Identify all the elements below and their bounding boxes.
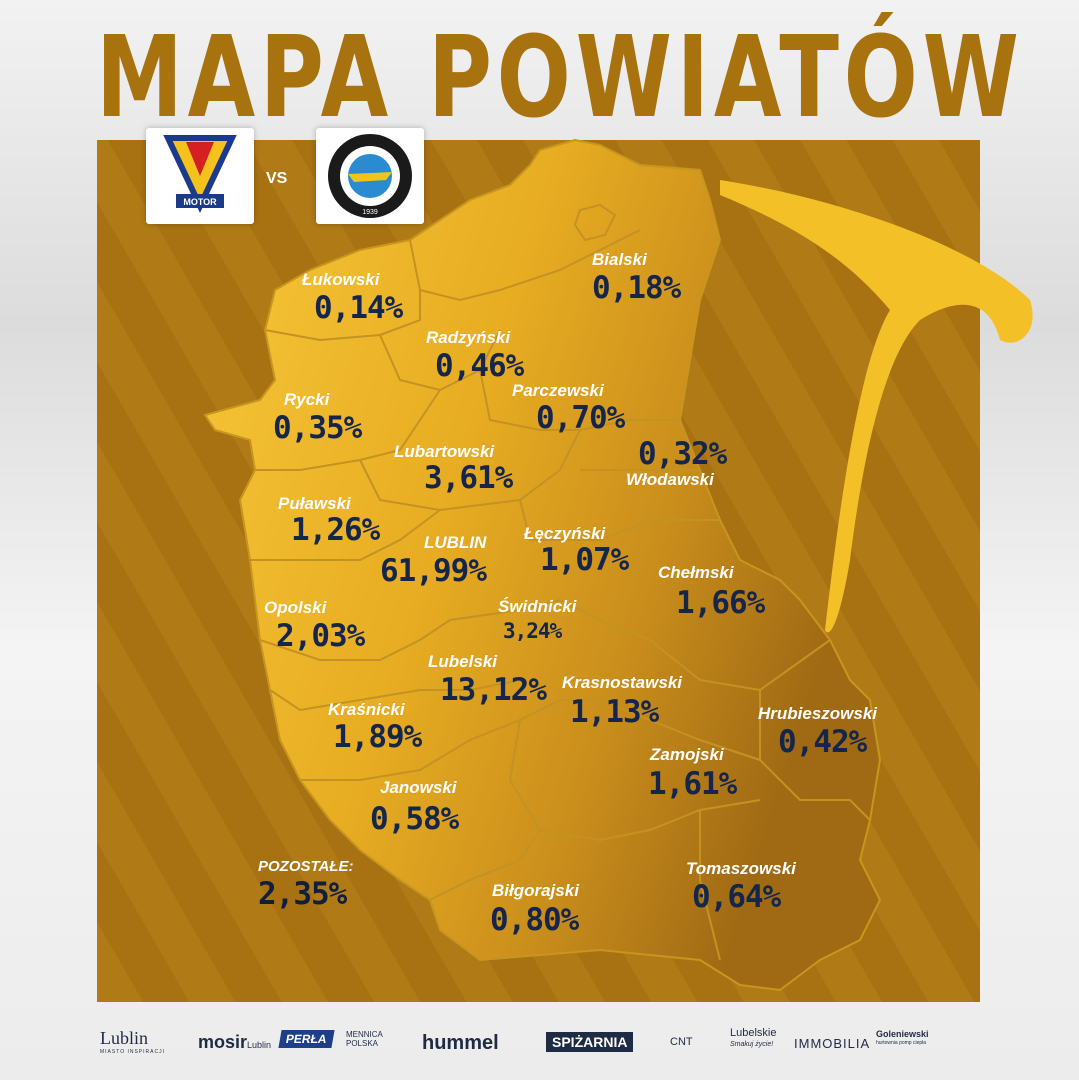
region-label-tomaszowski: Tomaszowski — [686, 859, 796, 878]
sponsor-mennica: MENNICA POLSKA — [346, 1030, 383, 1048]
region-value-janowski: 0,58% — [370, 801, 459, 837]
region-label-zamojski: Zamojski — [650, 745, 724, 764]
region-value-lubartowski: 3,61% — [424, 460, 513, 496]
swoosh-decoration — [720, 180, 1033, 633]
region-value-swidnicki: 3,24% — [503, 619, 562, 643]
region-value-krasnicki: 1,89% — [333, 719, 422, 755]
region-label-janowski: Janowski — [380, 778, 457, 797]
region-label-wlodawski: Włodawski — [626, 470, 714, 489]
region-value-opolski: 2,03% — [276, 618, 365, 654]
region-value-pozostale: 2,35% — [258, 876, 347, 912]
sponsor-immobilia: IMMOBILIA — [794, 1036, 871, 1051]
region-label-bialski: Bialski — [592, 250, 647, 269]
sponsor-spizarnia: SPIŻARNIA — [546, 1032, 634, 1052]
sponsor-hummel: hummel — [422, 1032, 499, 1054]
sponsor-mosir: mosirLublin — [198, 1032, 272, 1052]
region-value-lublin: 61,99% — [380, 553, 487, 589]
away-team-logo: 1939 — [316, 128, 424, 224]
region-label-parczewski: Parczewski — [512, 381, 604, 400]
sponsor-cnt: CNT — [670, 1036, 693, 1048]
sponsor-goleniewski: Goleniewski hurtownia pomp ciepła — [876, 1029, 929, 1047]
home-team-logo: MOTOR — [146, 128, 254, 224]
region-label-chelmski: Chełmski — [658, 563, 734, 582]
region-value-radzynski: 0,46% — [435, 348, 524, 384]
region-label-pulawski: Puławski — [278, 494, 351, 513]
region-value-rycki: 0,35% — [273, 410, 362, 446]
region-label-krasnostawski: Krasnostawski — [562, 673, 682, 692]
away-team-year: 1939 — [362, 209, 378, 216]
region-label-rycki: Rycki — [284, 390, 330, 409]
region-label-radzynski: Radzyński — [426, 328, 511, 347]
motor-crest-icon: MOTOR — [163, 135, 237, 214]
region-label-bilgorajski: Biłgorajski — [492, 881, 579, 900]
region-label-lukowski: Łukowski — [302, 270, 380, 289]
region-label-lubelski: Lubelski — [428, 652, 497, 671]
region-value-hrubieszowski: 0,42% — [778, 724, 867, 760]
region-value-pulawski: 1,26% — [291, 512, 380, 548]
region-value-tomaszowski: 0,64% — [692, 879, 781, 915]
sponsor-lublin: Lublin MIASTO INSPIRACJI — [100, 1028, 165, 1055]
region-value-parczewski: 0,70% — [536, 400, 625, 436]
region-value-zamojski: 1,61% — [648, 766, 737, 802]
region-value-lukowski: 0,14% — [314, 290, 403, 326]
region-label-leczynski: Łęczyński — [524, 524, 606, 543]
versus-label: VS — [266, 170, 288, 187]
region-value-chelmski: 1,66% — [676, 585, 765, 621]
region-label-pozostale: POZOSTAŁE: — [258, 858, 354, 875]
stal-mielec-crest-icon: 1939 — [328, 134, 412, 218]
region-label-opolski: Opolski — [264, 598, 327, 617]
region-value-bilgorajski: 0,80% — [490, 902, 579, 938]
region-value-leczynski: 1,07% — [540, 542, 629, 578]
region-value-krasnostawski: 1,13% — [570, 694, 659, 730]
region-value-wlodawski: 0,32% — [638, 436, 727, 472]
region-label-lubartowski: Lubartowski — [394, 442, 495, 461]
region-value-bialski: 0,18% — [592, 270, 681, 306]
district-borders — [250, 203, 871, 961]
region-value-lubelski: 13,12% — [440, 672, 547, 708]
region-label-lublin: LUBLIN — [424, 533, 487, 552]
region-label-krasnicki: Kraśnicki — [328, 700, 405, 719]
region-label-hrubieszowski: Hrubieszowski — [758, 704, 878, 723]
sponsor-lubelskie: Lubelskie Smakuj życie! — [730, 1027, 777, 1049]
home-team-name: MOTOR — [183, 197, 217, 207]
sponsor-perla: PERŁA — [278, 1030, 335, 1048]
sponsors-bar: Lublin MIASTO INSPIRACJI mosirLublin PER… — [90, 1024, 970, 1064]
region-label-swidnicki: Świdnicki — [498, 597, 577, 616]
